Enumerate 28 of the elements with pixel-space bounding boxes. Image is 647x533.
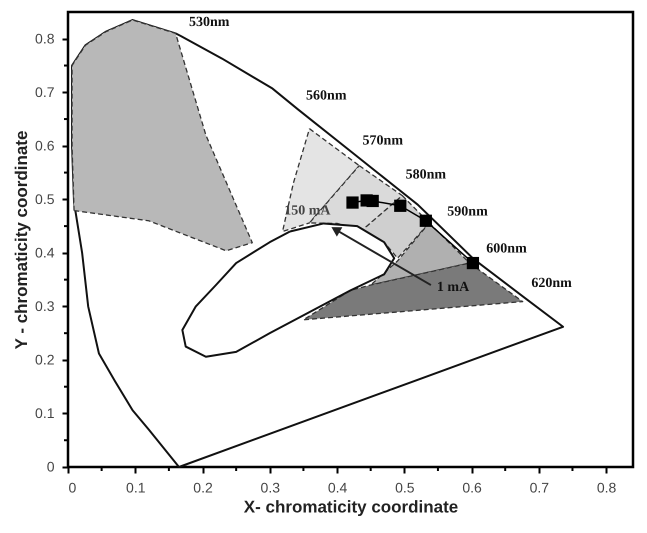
y-tick-label: 0.4 (35, 244, 55, 260)
y-tick-label: 0 (46, 458, 55, 474)
y-tick-label: 0.5 (35, 190, 55, 207)
x-tick-label: 0.2 (193, 480, 213, 496)
x-tick-label: 0.6 (462, 480, 482, 496)
y-tick-label: 0.7 (35, 84, 55, 100)
y-tick-label: 0.8 (35, 30, 55, 46)
x-tick-label: 0.4 (328, 480, 348, 496)
x-tick-label: 0.1 (126, 480, 146, 496)
x-tick-label: 0.5 (395, 480, 415, 496)
annotation: 620nm (531, 276, 572, 291)
y-axis-title: Y - chromaticity coordinate (12, 130, 32, 350)
x-tick-label: 0.3 (260, 480, 280, 496)
annotation: 570nm (362, 133, 404, 148)
annotation: 530nm (189, 15, 230, 30)
y-tick-label: 0.2 (35, 351, 55, 368)
annotation: 560nm (306, 88, 347, 104)
annotation: 590nm (447, 204, 488, 220)
x-tick-label: 0 (68, 480, 76, 496)
x-tick-label: 0.7 (530, 480, 550, 496)
x-tick-label: 0.8 (596, 480, 617, 496)
annotation: 600nm (486, 242, 528, 257)
annotation: 1 mA (436, 280, 470, 296)
y-tick-label: 0.6 (35, 137, 55, 154)
annotation: 580nm (406, 168, 446, 183)
x-axis-title: X- chromaticity coordinate (244, 498, 458, 516)
y-tick-label: 0.1 (35, 404, 55, 421)
y-tick-label: 0.3 (35, 298, 55, 314)
